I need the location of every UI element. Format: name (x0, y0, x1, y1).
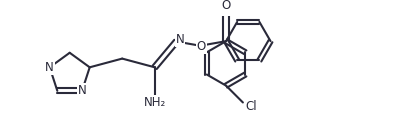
Text: O: O (221, 0, 231, 12)
Text: N: N (78, 84, 86, 97)
Text: N: N (45, 61, 54, 74)
Text: Cl: Cl (246, 100, 257, 113)
Text: NH₂: NH₂ (143, 96, 166, 109)
Text: N: N (176, 33, 184, 46)
Text: O: O (197, 40, 206, 53)
